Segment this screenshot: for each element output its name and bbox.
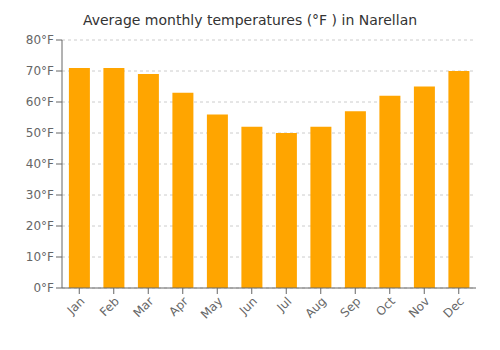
svg-text:Jun: Jun (236, 294, 260, 318)
svg-text:Apr: Apr (166, 294, 191, 319)
svg-text:Nov: Nov (406, 294, 432, 320)
html-text:Average monthly temperatures (: Average monthly temperatures (°F ) in Na… (82, 12, 418, 28)
svg-text:40°F: 40°F (26, 157, 54, 171)
svg-text:Mar: Mar (130, 294, 156, 320)
svg-text:Dec: Dec (441, 294, 467, 320)
svg-text:10°F: 10°F (26, 250, 54, 264)
svg-text:Jul: Jul (274, 294, 295, 315)
svg-text:Feb: Feb (97, 294, 122, 319)
svg-text:Oct: Oct (373, 294, 398, 319)
svg-text:Sep: Sep (337, 294, 363, 320)
svg-text:May: May (198, 294, 225, 321)
svg-text:20°F: 20°F (26, 219, 54, 233)
svg-text:60°F: 60°F (26, 95, 54, 109)
svg-text:50°F: 50°F (26, 126, 54, 140)
svg-text:80°F: 80°F (26, 33, 54, 47)
svg-text:Aug: Aug (302, 294, 328, 320)
svg-text:30°F: 30°F (26, 188, 54, 202)
svg-text:Jan: Jan (64, 294, 88, 318)
svg-text:0°F: 0°F (33, 281, 54, 295)
svg-text:70°F: 70°F (26, 64, 54, 78)
